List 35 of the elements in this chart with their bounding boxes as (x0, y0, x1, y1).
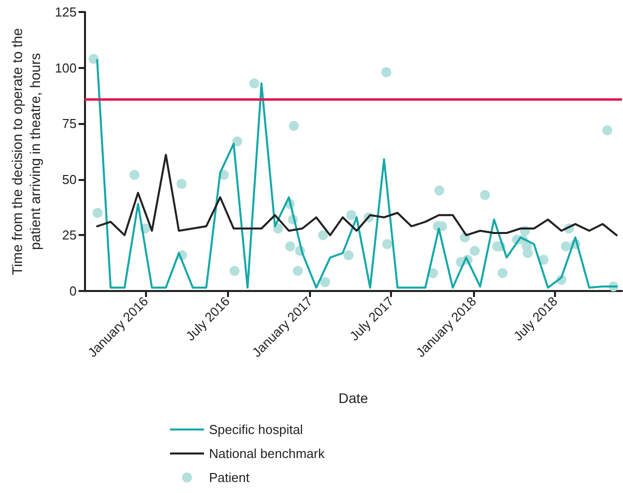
legend-label: National benchmark (209, 446, 326, 461)
point (480, 190, 490, 200)
point (249, 78, 260, 88)
point (320, 277, 330, 288)
point (346, 210, 356, 220)
point (285, 241, 296, 252)
point (88, 54, 99, 64)
x-axis-title: Date (338, 390, 368, 406)
point (230, 266, 240, 276)
point (498, 268, 508, 278)
point (381, 67, 392, 78)
point (382, 239, 392, 250)
point (92, 208, 103, 218)
y-tick-label: 75 (62, 116, 77, 132)
y-tick-label: 125 (54, 4, 77, 20)
point (434, 186, 444, 196)
point (129, 170, 140, 180)
legend-label: Specific hospital (209, 422, 304, 437)
point (560, 241, 571, 252)
point (470, 246, 480, 256)
y-tick-label: 0 (69, 284, 77, 298)
point (522, 248, 533, 258)
y-tick-label: 100 (54, 60, 77, 76)
y-axis-title: Time from the decision to operate to the patient arriving in theatre, hours (9, 28, 43, 275)
point (602, 125, 612, 136)
y-tick-label: 50 (62, 172, 77, 187)
y-tick-label: 25 (62, 228, 77, 243)
point (176, 178, 187, 189)
point (318, 230, 328, 240)
legend-label: Patient (209, 470, 250, 485)
point (273, 224, 284, 234)
point (288, 120, 299, 131)
point (292, 266, 303, 276)
point (344, 250, 354, 260)
point (232, 136, 242, 146)
